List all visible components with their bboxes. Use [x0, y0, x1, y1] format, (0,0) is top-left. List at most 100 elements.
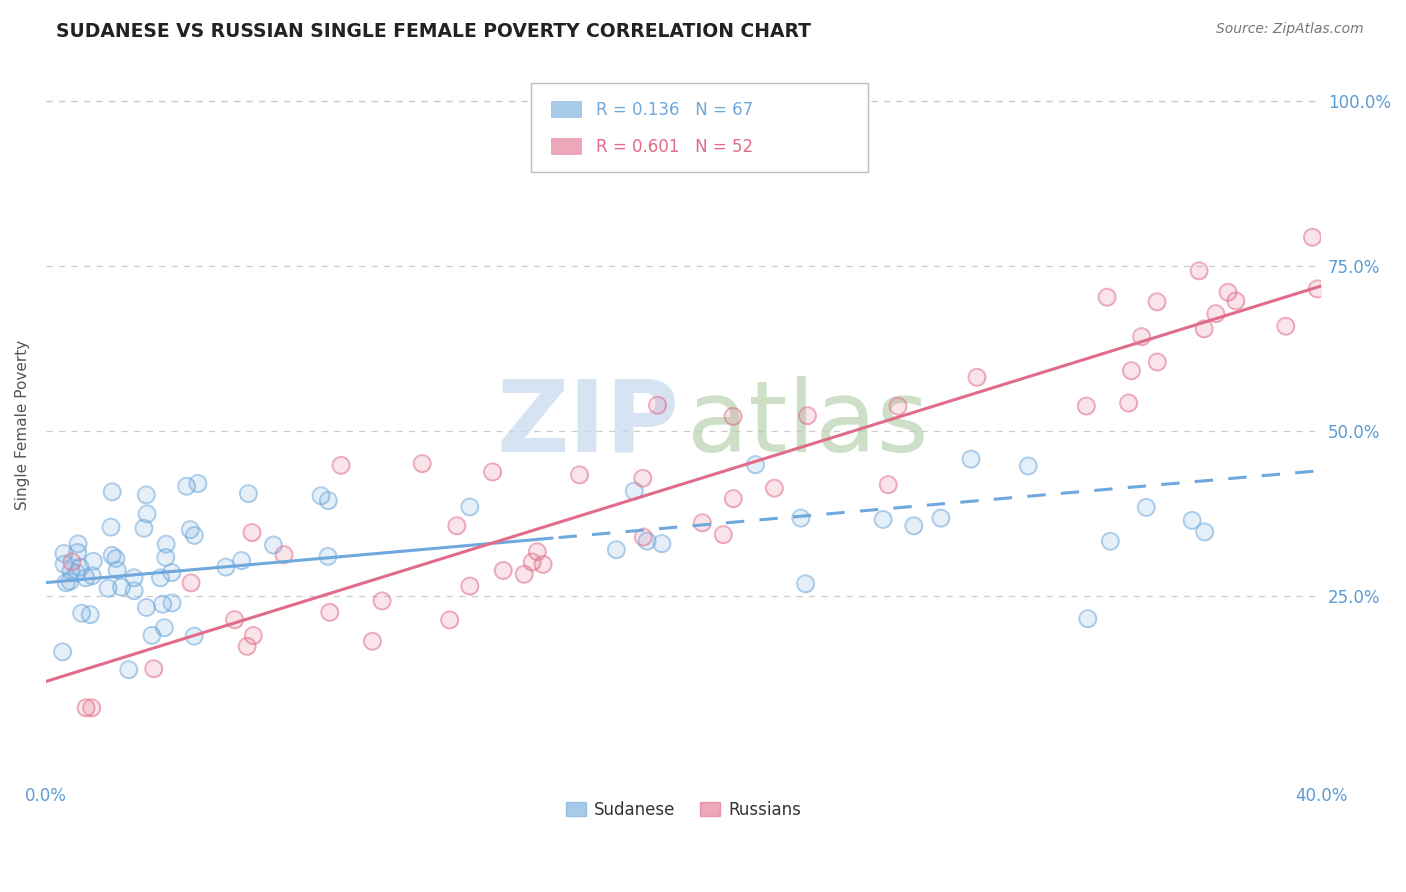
Point — [966, 370, 988, 384]
Point — [711, 527, 734, 541]
Point — [242, 628, 264, 642]
Point — [136, 507, 159, 521]
Point — [636, 534, 658, 549]
Point — [711, 527, 734, 541]
Point — [692, 516, 714, 530]
Point — [446, 518, 468, 533]
Point — [53, 558, 76, 572]
Point — [1188, 264, 1211, 278]
Point — [52, 547, 75, 561]
Point — [97, 581, 120, 595]
Point — [160, 596, 183, 610]
Point — [1306, 282, 1329, 296]
Point — [135, 488, 157, 502]
Point — [160, 596, 183, 610]
Point — [647, 398, 669, 412]
Point — [439, 613, 461, 627]
Point — [132, 521, 155, 535]
Point — [52, 645, 75, 659]
Point — [411, 457, 433, 471]
Point — [796, 409, 818, 423]
Point — [70, 606, 93, 620]
Point — [231, 553, 253, 567]
Point — [1225, 293, 1247, 308]
Point — [153, 621, 176, 635]
Point — [262, 538, 284, 552]
Point — [1275, 319, 1298, 334]
Point — [316, 549, 339, 564]
Point — [155, 550, 177, 565]
Point — [903, 518, 925, 533]
Point — [872, 512, 894, 526]
Point — [240, 525, 263, 540]
Point — [790, 511, 813, 525]
Point — [53, 558, 76, 572]
Point — [60, 555, 83, 569]
Point — [1077, 612, 1099, 626]
Point — [1146, 294, 1168, 309]
Point — [105, 563, 128, 577]
Point — [1205, 307, 1227, 321]
Point — [1194, 524, 1216, 539]
Point — [183, 629, 205, 643]
Point — [371, 594, 394, 608]
Point — [361, 634, 384, 648]
Point — [568, 467, 591, 482]
Point — [155, 537, 177, 551]
Point — [458, 579, 481, 593]
Point — [142, 662, 165, 676]
Point — [1118, 396, 1140, 410]
Point — [66, 566, 89, 580]
Point — [118, 663, 141, 677]
Point — [1181, 513, 1204, 527]
Point — [179, 523, 201, 537]
Point — [1130, 329, 1153, 343]
Point — [82, 554, 104, 568]
Point — [458, 579, 481, 593]
Point — [60, 555, 83, 569]
Point — [1017, 458, 1039, 473]
Point — [79, 607, 101, 622]
Point — [136, 507, 159, 521]
Point — [101, 484, 124, 499]
Point — [236, 640, 259, 654]
Point — [692, 516, 714, 530]
Point — [142, 662, 165, 676]
Point — [59, 564, 82, 578]
Point — [887, 399, 910, 413]
Point — [1216, 285, 1239, 300]
Point — [122, 571, 145, 585]
Point — [1225, 293, 1247, 308]
Point — [1192, 322, 1215, 336]
Point — [1188, 264, 1211, 278]
Point — [526, 545, 548, 559]
Text: ZIP: ZIP — [496, 376, 679, 473]
Point — [82, 569, 104, 583]
Point — [1135, 500, 1157, 515]
Point — [481, 465, 503, 479]
Point — [1099, 534, 1122, 549]
Point — [152, 597, 174, 611]
Point — [75, 571, 97, 585]
Point — [176, 479, 198, 493]
Point — [118, 663, 141, 677]
Point — [187, 476, 209, 491]
Point — [790, 511, 813, 525]
Point — [66, 545, 89, 559]
Point — [75, 571, 97, 585]
Point — [877, 477, 900, 491]
Point — [135, 600, 157, 615]
Point — [1118, 396, 1140, 410]
Point — [155, 550, 177, 565]
Point — [1146, 355, 1168, 369]
Point — [236, 640, 259, 654]
Point — [439, 613, 461, 627]
Point — [316, 493, 339, 508]
Point — [1121, 364, 1143, 378]
Point — [59, 574, 82, 589]
Point — [636, 534, 658, 549]
Point — [52, 547, 75, 561]
Point — [100, 520, 122, 534]
Point — [67, 537, 90, 551]
Point — [215, 560, 238, 574]
